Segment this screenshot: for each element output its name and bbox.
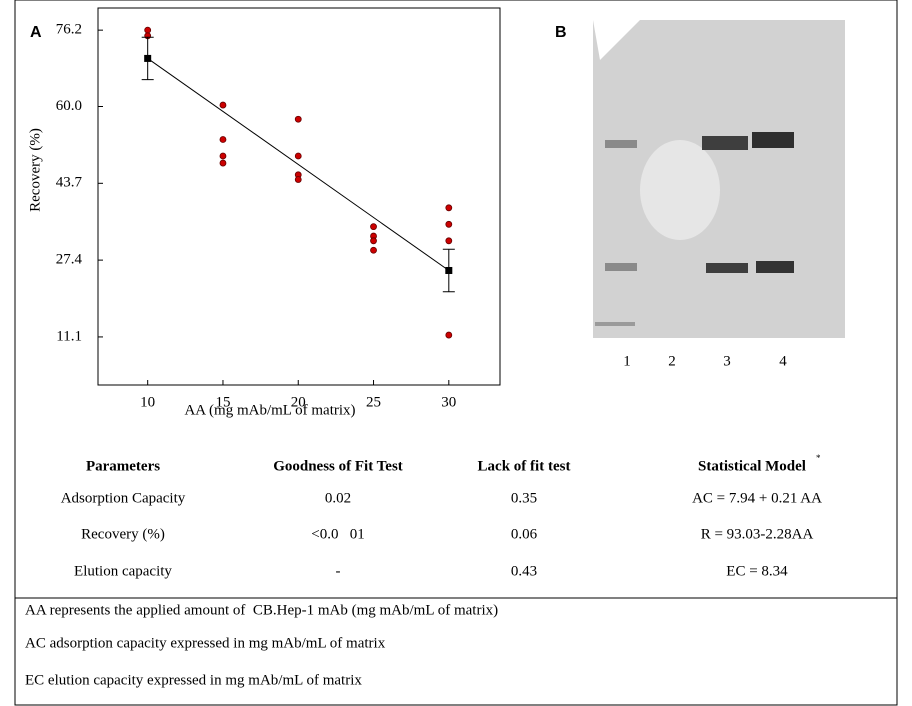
- table-cell: -: [336, 563, 341, 579]
- table-header: Goodness of Fit Test: [273, 458, 403, 474]
- x-tick-label: 10: [140, 394, 155, 410]
- x-tick-label: 15: [215, 394, 230, 410]
- lane-label: 4: [779, 353, 787, 369]
- y-tick-label: 27.4: [56, 252, 83, 268]
- footnote: AC adsorption capacity expressed in mg m…: [25, 635, 386, 651]
- data-point: [219, 152, 227, 160]
- data-point: [294, 176, 302, 183]
- x-tick-label: 30: [441, 394, 456, 410]
- lane-label: 1: [623, 353, 631, 369]
- table-cell: 0.02: [325, 490, 351, 506]
- data-point: [445, 204, 453, 212]
- y-tick-label: 11.1: [56, 328, 82, 344]
- table-cell: EC = 8.34: [726, 563, 788, 579]
- data-point: [219, 159, 227, 167]
- table-cell: Recovery (%): [81, 526, 165, 542]
- table-cell: Adsorption Capacity: [61, 490, 186, 506]
- x-tick-label: 25: [366, 394, 381, 410]
- table-cell: 0.43: [511, 563, 537, 579]
- y-tick-label: 43.7: [56, 175, 83, 191]
- panel-label: B: [555, 24, 567, 41]
- y-tick-label: 60.0: [56, 98, 82, 114]
- data-point: [370, 237, 377, 245]
- table-cell: 0.35: [511, 490, 537, 506]
- table-note-mark: *: [816, 453, 821, 463]
- lane-label: 2: [668, 353, 676, 369]
- data-point: [370, 246, 377, 254]
- data-point: [219, 101, 227, 109]
- data-point: [294, 152, 302, 160]
- data-point: [445, 220, 453, 228]
- gel-image: [593, 20, 845, 338]
- footnote: EC elution capacity expressed in mg mAb/…: [25, 672, 362, 688]
- data-point: [445, 331, 453, 339]
- fit-line: [147, 58, 450, 271]
- lane-label: 3: [723, 353, 731, 369]
- figure-border: [14, 0, 898, 706]
- table-cell: 0.06: [511, 526, 538, 542]
- y-tick-label: 76.2: [56, 22, 82, 38]
- table-header: Statistical Model: [698, 458, 806, 474]
- panel-label: A: [30, 24, 42, 41]
- table-cell: AC = 7.94 + 0.21 AA: [692, 490, 822, 506]
- footnote: AA represents the applied amount of CB.H…: [25, 602, 498, 618]
- data-point: [219, 136, 227, 143]
- data-point: [144, 26, 152, 34]
- y-axis-label: Recovery (%): [27, 128, 43, 212]
- data-point: [294, 115, 302, 123]
- table-cell: R = 93.03-2.28AA: [701, 526, 814, 542]
- table-cell: Elution capacity: [74, 563, 172, 579]
- table-header: Lack of fit test: [478, 458, 571, 474]
- table-header: Parameters: [86, 458, 160, 474]
- x-axis-label: AA (mg mAb/mL of matrix): [184, 402, 355, 418]
- data-point: [445, 237, 453, 245]
- mean-point: [144, 54, 152, 62]
- plot-frame: [97, 7, 501, 386]
- mean-point: [445, 266, 453, 274]
- data-point: [370, 223, 377, 231]
- table-cell: <0.0 01: [311, 526, 364, 542]
- x-tick-label: 20: [291, 394, 306, 410]
